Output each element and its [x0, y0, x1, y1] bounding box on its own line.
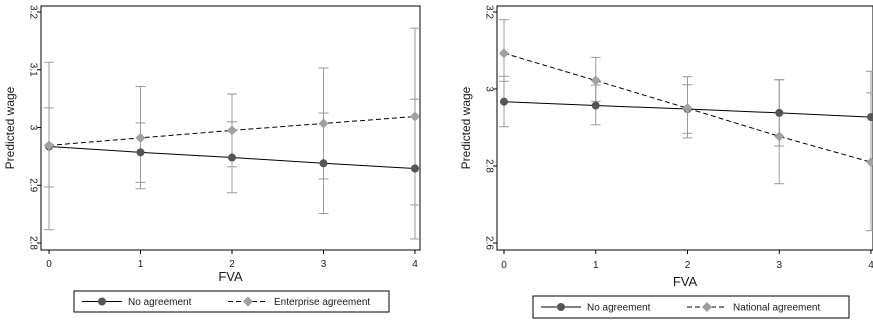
- data-point: [318, 118, 329, 129]
- data-point: [410, 111, 420, 122]
- data-point: [774, 131, 785, 142]
- x-axis-label: FVA: [673, 274, 698, 289]
- y-tick-label: 3.2: [483, 5, 494, 19]
- y-tick-label: 2.9: [27, 178, 38, 192]
- data-point: [44, 140, 54, 151]
- legend-marker: [243, 296, 253, 307]
- x-tick-label: 0: [501, 260, 507, 271]
- y-tick-label: 3: [483, 86, 494, 92]
- plot-area: [499, 19, 873, 232]
- x-tick-label: 3: [776, 260, 782, 271]
- legend-label: No agreement: [587, 303, 651, 314]
- series-line: [48, 116, 416, 146]
- legend-label: Enterprise agreement: [274, 297, 370, 308]
- data-point: [866, 157, 873, 168]
- legend: No agreement National agreement: [532, 295, 850, 319]
- y-tick-label: 2.6: [483, 236, 494, 250]
- y-tick-label: 2.8: [27, 236, 38, 250]
- data-point: [590, 75, 601, 86]
- data-point: [411, 164, 419, 173]
- y-axis-label: Predicted wage: [459, 86, 473, 169]
- x-axis-label: FVA: [218, 269, 243, 284]
- data-point: [136, 148, 145, 157]
- x-tick-label: 4: [412, 259, 418, 270]
- y-tick-label: 2.8: [483, 159, 494, 173]
- data-point: [500, 97, 508, 106]
- legend-marker: [557, 303, 565, 311]
- plot-frame: [496, 5, 873, 251]
- x-tick-label: 1: [138, 259, 144, 270]
- plot-area: [44, 27, 420, 240]
- chart-national-agreement: 2.6 2.8 3 3.2 0 1 2 3 4 FVA Predicted wage No agree…: [459, 5, 873, 319]
- data-point: [228, 153, 236, 162]
- y-axis-label: Predicted wage: [3, 86, 17, 169]
- legend: No agreement Enterprise agreement: [73, 290, 390, 313]
- data-point: [591, 101, 600, 110]
- legend-label: No agreement: [128, 297, 192, 308]
- x-tick-label: 0: [46, 259, 52, 270]
- x-tick-label: 2: [685, 260, 691, 271]
- data-point: [775, 108, 784, 117]
- y-tick-label: 3: [27, 125, 38, 131]
- data-point: [227, 125, 237, 136]
- legend-label: National agreement: [733, 303, 820, 314]
- data-point: [682, 103, 693, 114]
- y-tick-label: 3.1: [27, 63, 38, 77]
- y-tick-label: 3.2: [27, 5, 38, 19]
- legend-marker: [702, 302, 712, 312]
- chart-enterprise-agreement: 2.8 2.9 3 3.1 3.2 0 1 2 3 4 FVA Predicted wage No ag…: [3, 5, 421, 313]
- x-tick-label: 4: [868, 260, 873, 271]
- x-tick-label: 3: [321, 259, 327, 270]
- data-point: [319, 159, 328, 168]
- data-point: [499, 48, 509, 59]
- x-tick-label: 1: [593, 260, 599, 271]
- data-point: [135, 132, 146, 143]
- legend-marker: [98, 297, 106, 306]
- data-point: [867, 113, 873, 122]
- x-tick-label: 2: [229, 259, 235, 270]
